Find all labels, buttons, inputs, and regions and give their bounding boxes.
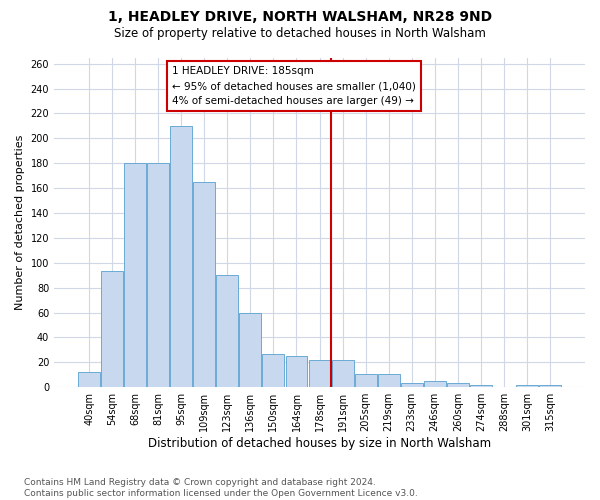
Text: Contains HM Land Registry data © Crown copyright and database right 2024.
Contai: Contains HM Land Registry data © Crown c… <box>24 478 418 498</box>
Bar <box>286 356 307 387</box>
Bar <box>401 384 422 387</box>
Bar <box>539 384 561 387</box>
Bar <box>193 182 215 387</box>
Bar <box>217 275 238 387</box>
Bar <box>101 272 123 387</box>
Bar <box>78 372 100 387</box>
Bar <box>170 126 192 387</box>
Bar <box>308 360 331 387</box>
X-axis label: Distribution of detached houses by size in North Walsham: Distribution of detached houses by size … <box>148 437 491 450</box>
Bar <box>332 360 353 387</box>
Bar <box>516 384 538 387</box>
Bar <box>470 384 492 387</box>
Bar <box>377 374 400 387</box>
Bar <box>447 384 469 387</box>
Bar <box>262 354 284 387</box>
Text: 1, HEADLEY DRIVE, NORTH WALSHAM, NR28 9ND: 1, HEADLEY DRIVE, NORTH WALSHAM, NR28 9N… <box>108 10 492 24</box>
Bar <box>239 312 262 387</box>
Text: Size of property relative to detached houses in North Walsham: Size of property relative to detached ho… <box>114 28 486 40</box>
Bar <box>124 164 146 387</box>
Bar <box>147 164 169 387</box>
Y-axis label: Number of detached properties: Number of detached properties <box>15 134 25 310</box>
Text: 1 HEADLEY DRIVE: 185sqm
← 95% of detached houses are smaller (1,040)
4% of semi-: 1 HEADLEY DRIVE: 185sqm ← 95% of detache… <box>172 66 416 106</box>
Bar <box>424 381 446 387</box>
Bar <box>355 374 377 387</box>
